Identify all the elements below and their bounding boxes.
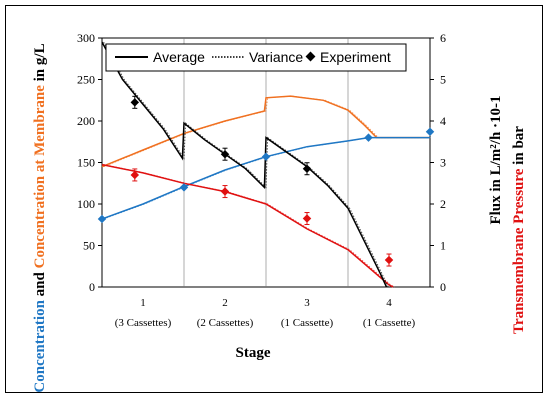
x-axis-title: Stage bbox=[236, 345, 271, 361]
left-tick-label: 200 bbox=[77, 114, 95, 128]
tmp-experiment-point bbox=[302, 214, 312, 223]
flux-experiment-point bbox=[302, 164, 312, 173]
left-tick-label: 300 bbox=[77, 31, 95, 45]
tmp-experiment-point bbox=[220, 187, 230, 196]
stage-label-number: 4 bbox=[386, 297, 392, 309]
stage-label-cassettes: (3 Cassettes) bbox=[115, 317, 172, 329]
right-tick-label: 5 bbox=[440, 73, 446, 87]
right-tick-label: 4 bbox=[440, 114, 446, 128]
legend-box bbox=[105, 43, 407, 72]
stage-label-cassettes: (1 Cassette) bbox=[363, 317, 416, 329]
left-tick-label: 250 bbox=[77, 73, 95, 87]
stage-label-number: 2 bbox=[222, 297, 228, 309]
left-tick-label: 0 bbox=[89, 280, 95, 294]
legend-variance-label: Variance bbox=[249, 49, 303, 65]
concentration-experiment-point bbox=[425, 127, 435, 137]
stage-label-number: 3 bbox=[304, 297, 310, 309]
experiment-points bbox=[97, 95, 435, 267]
axis-title-part: Concentration at Membrane bbox=[32, 85, 48, 269]
stage-label-cassettes: (1 Cassette) bbox=[281, 317, 334, 329]
stage-labels: 1 (3 Cassettes) 2 (2 Cassettes) 3 (1 Cassette… bbox=[115, 297, 416, 329]
legend-average-label: Average bbox=[153, 49, 205, 65]
left-tick-label: 100 bbox=[77, 197, 95, 211]
tmp-average-line bbox=[101, 163, 394, 288]
right-tick-label: 0 bbox=[440, 280, 446, 294]
right-tick-label: 1 bbox=[440, 239, 446, 253]
left-tick-label: 150 bbox=[77, 156, 95, 170]
left-axis-title: Concentration and Concentration at Membr… bbox=[32, 43, 48, 392]
concentration-variance-line bbox=[103, 137, 432, 220]
flux-experiment-point bbox=[130, 98, 140, 107]
axis-title-part: in g/L bbox=[32, 43, 48, 85]
flux-average-line bbox=[101, 41, 388, 288]
legend-experiment-label: Experiment bbox=[320, 49, 391, 65]
membrane-concentration-average-line bbox=[101, 95, 430, 168]
right-axis-title-tmp: Transmembrane Pressure in bar bbox=[511, 126, 527, 334]
concentration-experiment-point bbox=[261, 152, 271, 161]
flux-variance-line bbox=[103, 41, 389, 288]
axis-title-part: Transmembrane Pressure bbox=[511, 168, 527, 334]
legend: Average Variance Experiment bbox=[105, 43, 407, 72]
concentration-experiment-point bbox=[179, 183, 189, 192]
tmp-experiment-point bbox=[130, 170, 140, 180]
right-tick-label: 2 bbox=[440, 197, 446, 211]
right-axis-title-flux: Flux in L/m²/h ·10-1 bbox=[488, 95, 504, 224]
tmp-variance-line bbox=[103, 164, 395, 288]
right-axis-ticks: 0 1 2 3 4 5 6 bbox=[430, 31, 446, 294]
right-tick-label: 3 bbox=[440, 156, 446, 170]
stage-label-number: 1 bbox=[140, 297, 146, 309]
tmp-experiment-point bbox=[384, 255, 394, 265]
left-axis-ticks: 0 50 100 150 200 250 300 bbox=[77, 31, 102, 294]
axis-title-part: and bbox=[32, 268, 48, 300]
series-layer bbox=[101, 41, 432, 288]
stage-label-cassettes: (2 Cassettes) bbox=[197, 317, 254, 329]
left-tick-label: 50 bbox=[83, 239, 95, 253]
axis-title-part: in bar bbox=[511, 126, 527, 169]
concentration-experiment-point bbox=[97, 214, 107, 224]
concentration-experiment-point bbox=[364, 133, 373, 142]
flux-experiment-point bbox=[220, 149, 230, 159]
axis-title-part: Concentration bbox=[32, 299, 48, 392]
right-tick-label: 6 bbox=[440, 31, 446, 45]
stage-boundaries bbox=[183, 38, 349, 287]
